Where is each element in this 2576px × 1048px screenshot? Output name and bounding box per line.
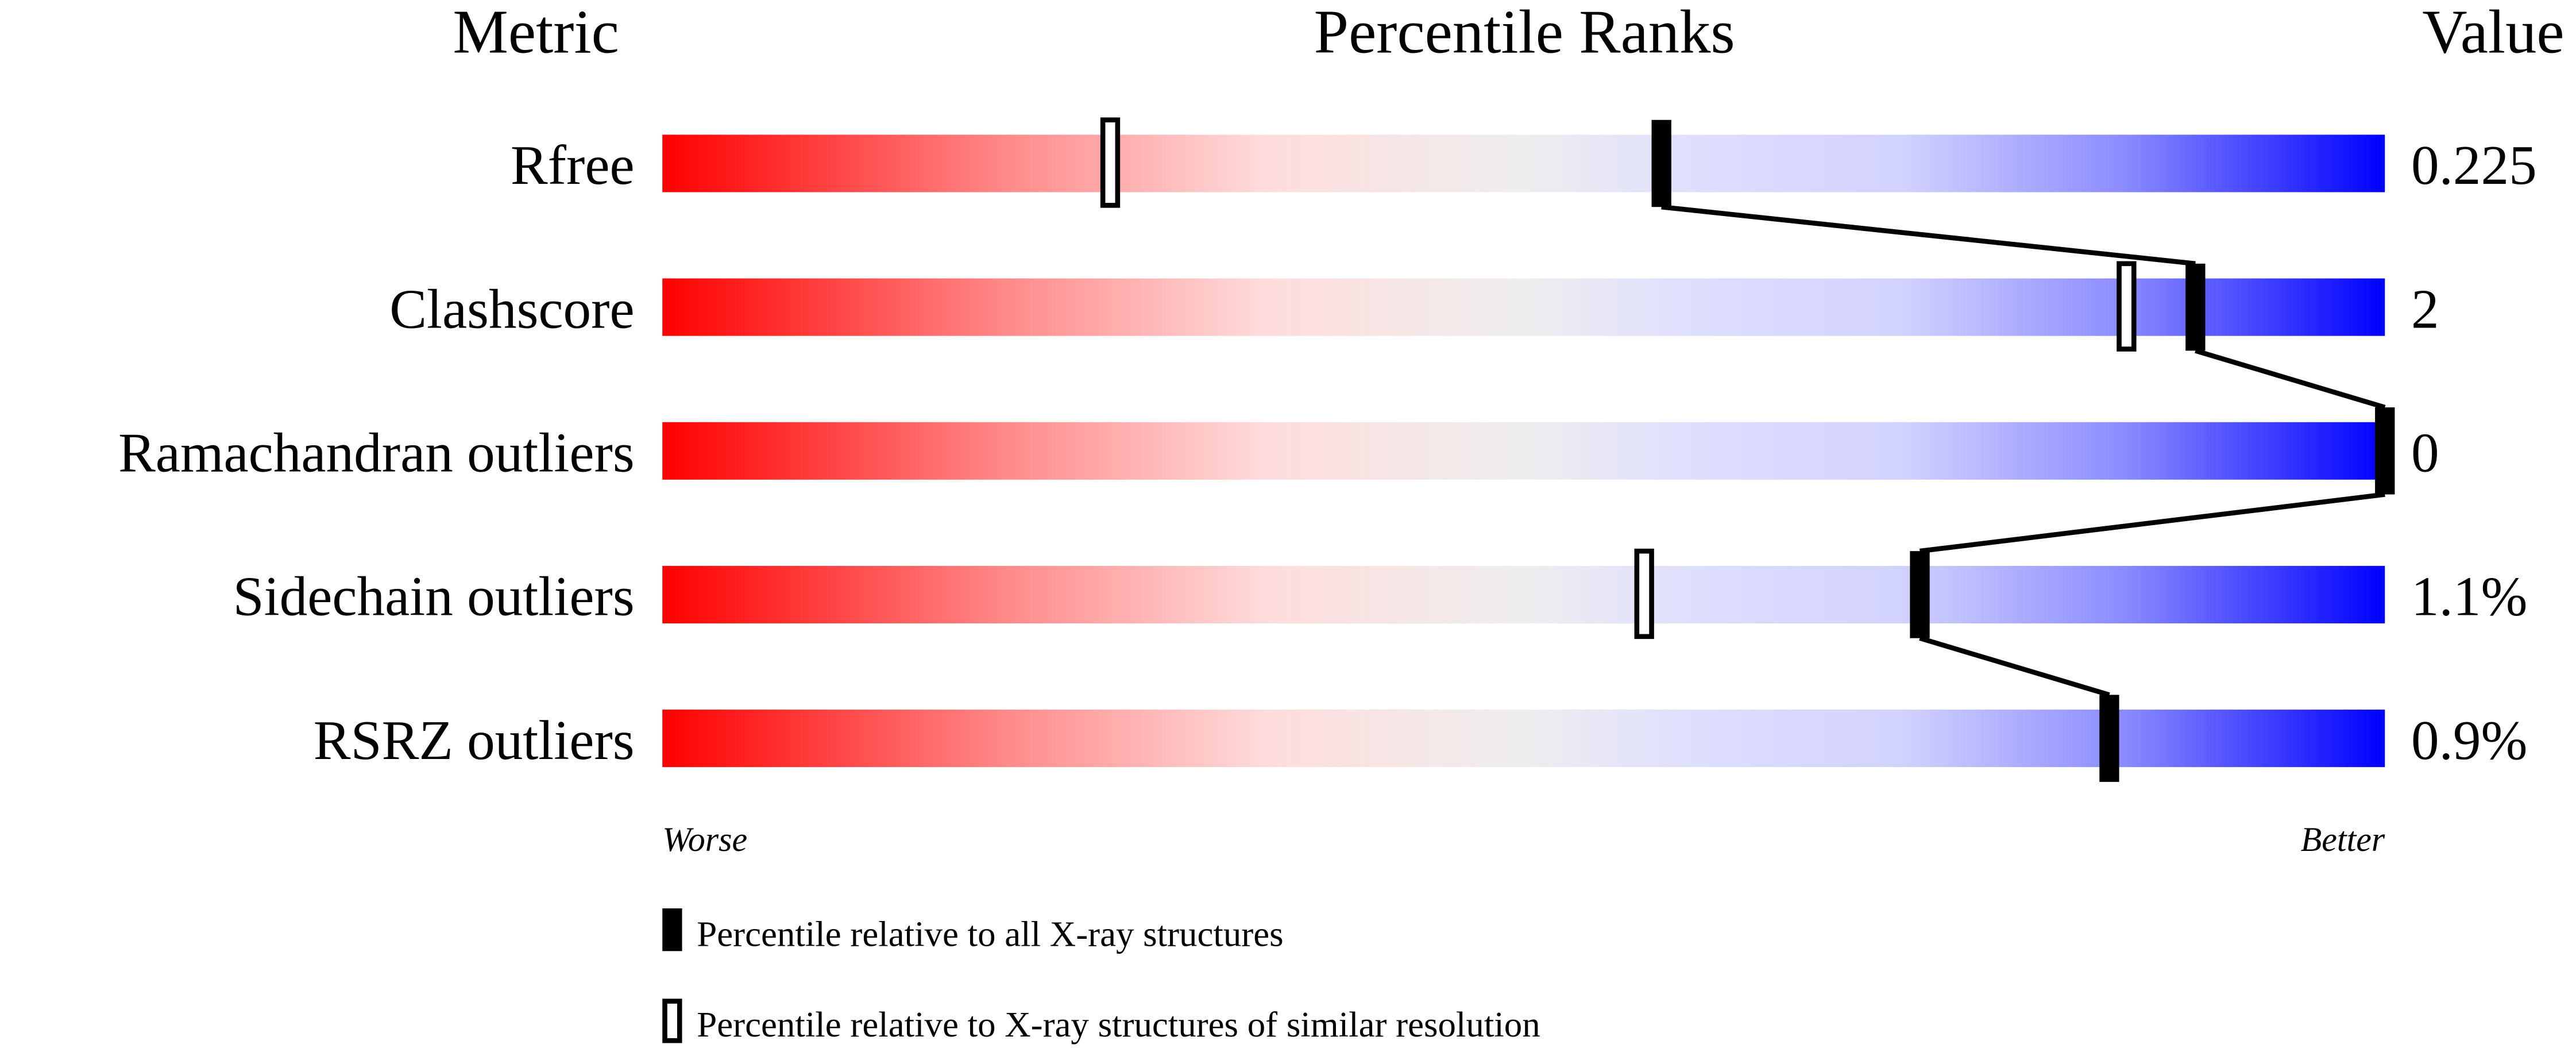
header-value: Value xyxy=(2422,0,2564,66)
similar-resolution-marker xyxy=(2117,261,2137,352)
percentile-bar xyxy=(662,134,2385,192)
percentile-bar xyxy=(662,710,2385,768)
header-percentile-ranks: Percentile Ranks xyxy=(1314,0,1735,66)
metric-value: 1.1% xyxy=(2411,566,2527,628)
metric-value: 2 xyxy=(2411,278,2439,340)
metric-label: Ramachandran outliers xyxy=(118,422,635,484)
percentile-bar xyxy=(662,278,2385,336)
metric-label: Sidechain outliers xyxy=(233,566,635,628)
percentile-bar xyxy=(662,422,2385,480)
axis-better-label: Better xyxy=(2301,820,2385,858)
all-structures-marker xyxy=(2375,407,2395,495)
legend-open-marker xyxy=(662,999,682,1043)
connector-line xyxy=(2195,348,2386,410)
similar-resolution-marker xyxy=(1100,117,1121,208)
all-structures-marker xyxy=(2099,695,2119,782)
metric-value: 0 xyxy=(2411,422,2439,484)
connector-line xyxy=(1919,635,2110,698)
all-structures-marker xyxy=(2185,263,2206,351)
header-metric: Metric xyxy=(453,0,619,66)
metric-value: 0.9% xyxy=(2411,710,2527,772)
metric-label: Clashscore xyxy=(389,278,634,340)
metric-label: Rfree xyxy=(511,134,635,196)
legend-open-label: Percentile relative to X-ray structures … xyxy=(697,1004,1540,1045)
axis-worse-label: Worse xyxy=(662,820,747,858)
metric-label: RSRZ outliers xyxy=(314,710,635,772)
all-structures-marker xyxy=(1651,120,1671,207)
percentile-bar xyxy=(662,565,2385,623)
legend-filled-label: Percentile relative to all X-ray structu… xyxy=(697,914,1283,954)
all-structures-marker xyxy=(1910,551,1930,638)
similar-resolution-marker xyxy=(1634,548,1654,639)
metric-value: 0.225 xyxy=(2411,134,2537,196)
connector-line xyxy=(1661,204,2196,267)
legend-filled-marker xyxy=(662,908,682,951)
connector-line xyxy=(1920,492,2385,554)
